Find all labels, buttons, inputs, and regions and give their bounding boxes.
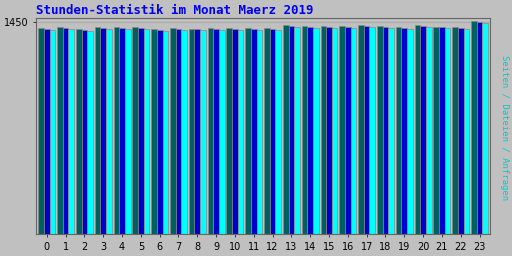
Bar: [283, 25, 289, 234]
Bar: [420, 26, 426, 234]
Bar: [257, 30, 262, 234]
Text: Stunden-Statistik im Monat Maerz 2019: Stunden-Statistik im Monat Maerz 2019: [36, 4, 314, 17]
Bar: [482, 23, 488, 234]
Bar: [370, 27, 375, 234]
Bar: [114, 27, 119, 234]
Bar: [138, 28, 144, 234]
Bar: [106, 29, 112, 234]
Bar: [439, 27, 445, 234]
Bar: [345, 27, 351, 234]
Bar: [100, 28, 106, 234]
Bar: [396, 27, 401, 234]
Bar: [264, 28, 270, 234]
Bar: [38, 28, 44, 234]
Bar: [434, 27, 439, 234]
Bar: [238, 30, 243, 234]
Bar: [219, 30, 225, 234]
Bar: [313, 28, 318, 234]
Bar: [407, 29, 413, 234]
Bar: [445, 28, 451, 234]
Bar: [351, 28, 356, 234]
Bar: [95, 27, 100, 234]
Bar: [452, 27, 458, 234]
Bar: [339, 26, 345, 234]
Bar: [181, 30, 187, 234]
Bar: [69, 29, 74, 234]
Bar: [50, 30, 55, 234]
Bar: [321, 26, 326, 234]
Bar: [251, 29, 257, 234]
Bar: [144, 29, 150, 234]
Bar: [200, 30, 206, 234]
Bar: [44, 29, 50, 234]
Bar: [388, 28, 394, 234]
Bar: [358, 25, 364, 234]
Bar: [245, 28, 251, 234]
Bar: [471, 21, 477, 234]
Bar: [401, 28, 407, 234]
Bar: [226, 28, 232, 234]
Bar: [364, 26, 370, 234]
Bar: [195, 29, 200, 234]
Bar: [57, 27, 63, 234]
Bar: [87, 31, 93, 234]
Bar: [232, 29, 238, 234]
Bar: [463, 29, 469, 234]
Bar: [270, 29, 275, 234]
Bar: [377, 26, 382, 234]
Bar: [170, 28, 176, 234]
Bar: [125, 29, 131, 234]
Bar: [326, 27, 332, 234]
Bar: [76, 29, 81, 234]
Text: Seiten / Dateien / Anfragen: Seiten / Dateien / Anfragen: [500, 56, 509, 200]
Bar: [426, 27, 432, 234]
Bar: [332, 28, 337, 234]
Bar: [208, 28, 214, 234]
Bar: [275, 30, 281, 234]
Bar: [151, 29, 157, 234]
Bar: [307, 27, 313, 234]
Bar: [176, 29, 181, 234]
Bar: [189, 29, 195, 234]
Bar: [133, 27, 138, 234]
Bar: [294, 27, 300, 234]
Bar: [302, 26, 307, 234]
Bar: [162, 31, 168, 234]
Bar: [157, 30, 162, 234]
Bar: [81, 30, 87, 234]
Bar: [119, 28, 125, 234]
Bar: [214, 29, 219, 234]
Bar: [458, 28, 463, 234]
Bar: [477, 22, 482, 234]
Bar: [289, 26, 294, 234]
Bar: [382, 27, 388, 234]
Bar: [63, 28, 69, 234]
Bar: [415, 25, 420, 234]
